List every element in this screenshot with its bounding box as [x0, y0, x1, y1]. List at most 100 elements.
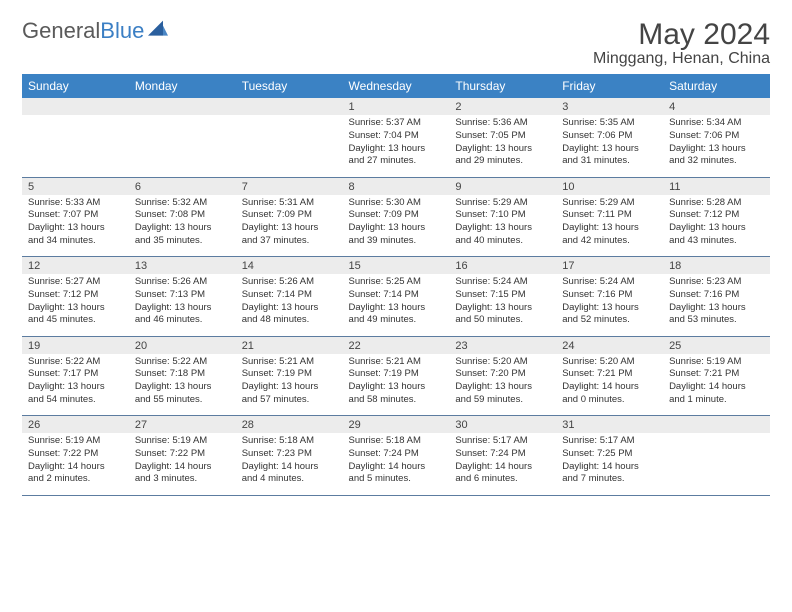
day-info-line: and 39 minutes.	[349, 235, 444, 248]
day-cell: Sunrise: 5:29 AMSunset: 7:10 PMDaylight:…	[449, 195, 556, 257]
dayhead-sun: Sunday	[22, 74, 129, 98]
day-info-line: Sunset: 7:05 PM	[455, 130, 550, 143]
day-number: 5	[22, 177, 129, 195]
day-info-line: Sunrise: 5:35 AM	[562, 117, 657, 130]
day-cell: Sunrise: 5:19 AMSunset: 7:22 PMDaylight:…	[22, 433, 129, 495]
day-number: 24	[556, 336, 663, 354]
day-info-line: Sunset: 7:16 PM	[562, 289, 657, 302]
day-number: 27	[129, 416, 236, 434]
day-info-line: and 52 minutes.	[562, 314, 657, 327]
day-info-line: Sunset: 7:18 PM	[135, 368, 230, 381]
day-cell: Sunrise: 5:22 AMSunset: 7:18 PMDaylight:…	[129, 354, 236, 416]
day-cell: Sunrise: 5:28 AMSunset: 7:12 PMDaylight:…	[663, 195, 770, 257]
day-cell	[663, 433, 770, 495]
day-info-line: Sunrise: 5:29 AM	[455, 197, 550, 210]
day-info-line: Daylight: 13 hours	[135, 222, 230, 235]
day-number: 26	[22, 416, 129, 434]
day-header-row: Sunday Monday Tuesday Wednesday Thursday…	[22, 74, 770, 98]
day-cell: Sunrise: 5:24 AMSunset: 7:16 PMDaylight:…	[556, 274, 663, 336]
day-number: 2	[449, 98, 556, 115]
day-number: 23	[449, 336, 556, 354]
day-info-line: Daylight: 13 hours	[242, 381, 337, 394]
day-info-line: Sunrise: 5:26 AM	[242, 276, 337, 289]
daynum-row: 12131415161718	[22, 257, 770, 275]
day-info-line: Sunset: 7:25 PM	[562, 448, 657, 461]
day-cell: Sunrise: 5:21 AMSunset: 7:19 PMDaylight:…	[343, 354, 450, 416]
day-number: 15	[343, 257, 450, 275]
day-info-line: and 1 minute.	[669, 394, 764, 407]
day-number: 25	[663, 336, 770, 354]
day-info-line: Daylight: 13 hours	[28, 302, 123, 315]
day-cell: Sunrise: 5:19 AMSunset: 7:21 PMDaylight:…	[663, 354, 770, 416]
day-info-line: Daylight: 13 hours	[349, 302, 444, 315]
logo: GeneralBlue	[22, 18, 168, 44]
day-cell: Sunrise: 5:19 AMSunset: 7:22 PMDaylight:…	[129, 433, 236, 495]
day-number: 6	[129, 177, 236, 195]
day-cell: Sunrise: 5:20 AMSunset: 7:21 PMDaylight:…	[556, 354, 663, 416]
calendar-page: GeneralBlue May 2024 Minggang, Henan, Ch…	[0, 0, 792, 514]
day-info-line: and 35 minutes.	[135, 235, 230, 248]
day-info-line: Daylight: 13 hours	[135, 302, 230, 315]
day-info-line: Sunrise: 5:19 AM	[135, 435, 230, 448]
dayhead-tue: Tuesday	[236, 74, 343, 98]
day-info-line: Daylight: 14 hours	[135, 461, 230, 474]
day-cell: Sunrise: 5:31 AMSunset: 7:09 PMDaylight:…	[236, 195, 343, 257]
day-info-line: Sunset: 7:12 PM	[669, 209, 764, 222]
day-info-line: Daylight: 13 hours	[669, 302, 764, 315]
day-info-line: and 43 minutes.	[669, 235, 764, 248]
day-info-line: Sunset: 7:15 PM	[455, 289, 550, 302]
day-number: 18	[663, 257, 770, 275]
dayhead-mon: Monday	[129, 74, 236, 98]
day-info-line: Sunset: 7:11 PM	[562, 209, 657, 222]
day-info-line: Daylight: 13 hours	[349, 143, 444, 156]
day-info-line: Sunset: 7:23 PM	[242, 448, 337, 461]
day-number: 21	[236, 336, 343, 354]
day-info-line: Sunset: 7:14 PM	[242, 289, 337, 302]
day-info-line: Sunrise: 5:20 AM	[455, 356, 550, 369]
day-cell: Sunrise: 5:17 AMSunset: 7:25 PMDaylight:…	[556, 433, 663, 495]
day-number: 13	[129, 257, 236, 275]
day-cell	[22, 115, 129, 177]
day-info-line: Sunrise: 5:37 AM	[349, 117, 444, 130]
day-number: 12	[22, 257, 129, 275]
day-info-line: Sunrise: 5:33 AM	[28, 197, 123, 210]
day-info-line: Sunrise: 5:19 AM	[28, 435, 123, 448]
day-info-line: Sunrise: 5:17 AM	[455, 435, 550, 448]
day-cell: Sunrise: 5:24 AMSunset: 7:15 PMDaylight:…	[449, 274, 556, 336]
daynum-row: 1234	[22, 98, 770, 115]
day-cell: Sunrise: 5:26 AMSunset: 7:13 PMDaylight:…	[129, 274, 236, 336]
day-number: 4	[663, 98, 770, 115]
day-info-line: Sunset: 7:22 PM	[28, 448, 123, 461]
day-info-line: Sunrise: 5:28 AM	[669, 197, 764, 210]
day-info-line: and 42 minutes.	[562, 235, 657, 248]
day-info-line: Daylight: 14 hours	[242, 461, 337, 474]
day-number: 16	[449, 257, 556, 275]
day-cell: Sunrise: 5:23 AMSunset: 7:16 PMDaylight:…	[663, 274, 770, 336]
day-info-line: and 50 minutes.	[455, 314, 550, 327]
day-info-line: and 2 minutes.	[28, 473, 123, 486]
day-info-line: Sunrise: 5:22 AM	[135, 356, 230, 369]
day-info-line: Daylight: 13 hours	[455, 302, 550, 315]
day-info-line: Sunrise: 5:19 AM	[669, 356, 764, 369]
page-header: GeneralBlue May 2024 Minggang, Henan, Ch…	[22, 18, 770, 68]
day-info-line: Sunset: 7:13 PM	[135, 289, 230, 302]
day-number: 28	[236, 416, 343, 434]
day-number: 11	[663, 177, 770, 195]
day-info-line: Sunrise: 5:27 AM	[28, 276, 123, 289]
day-cell: Sunrise: 5:36 AMSunset: 7:05 PMDaylight:…	[449, 115, 556, 177]
day-cell: Sunrise: 5:34 AMSunset: 7:06 PMDaylight:…	[663, 115, 770, 177]
day-number: 30	[449, 416, 556, 434]
day-info-line: Sunrise: 5:32 AM	[135, 197, 230, 210]
day-number: 29	[343, 416, 450, 434]
day-info-line: Sunset: 7:10 PM	[455, 209, 550, 222]
day-info-line: Sunset: 7:06 PM	[669, 130, 764, 143]
location: Minggang, Henan, China	[593, 50, 770, 68]
day-cell: Sunrise: 5:29 AMSunset: 7:11 PMDaylight:…	[556, 195, 663, 257]
day-info-line: Daylight: 13 hours	[349, 222, 444, 235]
day-info-line: and 3 minutes.	[135, 473, 230, 486]
day-info-line: and 55 minutes.	[135, 394, 230, 407]
day-info-line: Sunset: 7:22 PM	[135, 448, 230, 461]
day-cell: Sunrise: 5:18 AMSunset: 7:24 PMDaylight:…	[343, 433, 450, 495]
day-info-line: Daylight: 13 hours	[455, 222, 550, 235]
day-info-line: and 29 minutes.	[455, 155, 550, 168]
